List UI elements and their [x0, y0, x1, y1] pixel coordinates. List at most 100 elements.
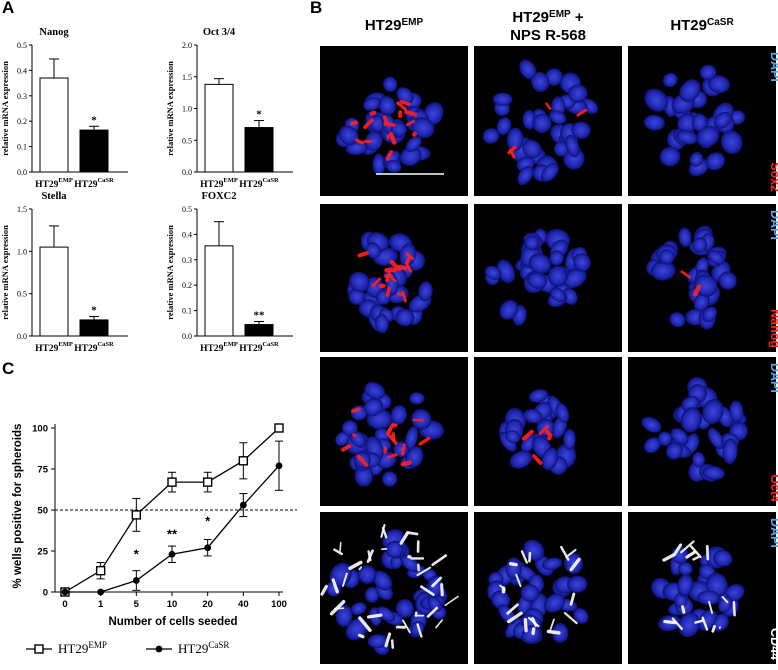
column-header-line2: NPS R-568	[510, 27, 586, 44]
nucleus	[693, 274, 718, 297]
nucleus	[378, 95, 397, 116]
nucleus	[395, 308, 415, 327]
nucleus	[713, 550, 733, 567]
nucleus	[409, 392, 425, 405]
y-axis-label: relative mRNA expression	[0, 225, 10, 320]
nucleus	[702, 306, 718, 323]
stain-signal	[354, 138, 364, 145]
micrograph-sox2-col3: DAPI Sox2	[628, 46, 778, 196]
nucleus	[573, 253, 591, 272]
category-label: HT29CaSR	[74, 177, 114, 190]
stain-signal	[671, 617, 683, 631]
chart-title: Oct 3/4	[203, 27, 236, 38]
dapi-label: DAPI	[768, 52, 778, 82]
stain-signal	[531, 454, 543, 465]
nucleus	[573, 607, 589, 624]
stain-signal	[340, 444, 352, 452]
nucleus	[713, 111, 732, 129]
nucleus	[335, 604, 353, 627]
stain-signal	[680, 270, 692, 279]
nucleus	[517, 165, 534, 186]
stain-signal	[440, 583, 444, 597]
y-tick-label: 0.0	[17, 168, 27, 177]
stain-signal	[357, 633, 365, 639]
bar-0	[204, 83, 234, 173]
y-tick-label: 75	[37, 465, 48, 476]
stain-signal	[520, 550, 529, 564]
stain-signal	[701, 616, 709, 631]
data-point	[132, 577, 140, 584]
stain-signal	[521, 429, 534, 441]
nucleus	[720, 130, 743, 155]
nucleus	[696, 125, 720, 148]
stain-signal	[426, 606, 439, 618]
data-point	[275, 462, 283, 470]
bar-chart-foxc2: 0.0 0.1 0.2 0.3 0.4 0.5 relative mRNA expressi…	[165, 191, 293, 354]
nucleus	[329, 562, 352, 588]
nucleus	[505, 430, 521, 444]
stain-signal	[363, 118, 374, 130]
nucleus	[722, 438, 738, 465]
significance-mark: **	[167, 527, 178, 542]
nucleus	[643, 114, 665, 131]
nucleus	[385, 160, 402, 173]
nucleus	[411, 117, 435, 139]
y-tick-label: 0.5	[182, 205, 192, 214]
nucleus	[363, 397, 384, 417]
nucleus	[679, 79, 701, 103]
nucleus	[404, 426, 419, 451]
stain-signal	[444, 595, 459, 607]
stain-signal	[416, 623, 423, 638]
nucleus	[677, 573, 694, 597]
stain-signal	[506, 603, 519, 615]
nucleus	[348, 288, 366, 305]
micrograph-oct4-col3: DAPI Oct4	[628, 357, 778, 506]
nucleus	[357, 565, 377, 584]
nucleus	[675, 130, 698, 145]
data-point	[95, 565, 106, 576]
nucleus	[553, 141, 570, 157]
nucleus	[509, 450, 533, 469]
micrograph-nanog-col1	[320, 204, 468, 352]
y-tick-label: 0.4	[182, 230, 192, 239]
stain-signal	[396, 101, 408, 111]
category-label: HT29EMP	[35, 341, 73, 354]
nucleus	[372, 570, 393, 591]
nucleus	[707, 75, 731, 94]
stain-signal	[348, 560, 363, 571]
micrograph-cd44-col1	[320, 512, 468, 664]
stain-signal	[371, 277, 382, 288]
stain-signal	[563, 611, 578, 625]
nucleus	[484, 265, 502, 280]
nucleus	[565, 134, 580, 158]
legend-label: HT29EMP	[58, 640, 107, 656]
nucleus	[692, 451, 706, 468]
stain-signal	[545, 102, 552, 110]
dapi-label: DAPI	[768, 518, 778, 548]
stain-signal	[569, 557, 581, 572]
stain-signal	[342, 572, 348, 587]
y-tick-label: 100	[32, 424, 48, 435]
nucleus	[659, 249, 675, 265]
nucleus	[695, 257, 709, 275]
stain-signal	[431, 576, 442, 588]
stain-signal	[672, 543, 683, 557]
stain-signal	[320, 584, 328, 596]
stain-signal	[507, 145, 517, 155]
stain-signal	[406, 120, 416, 127]
x-tick-label: 40	[238, 599, 249, 610]
bar-chart-nanog: 0.0 0.1 0.2 0.3 0.4 0.5 relative mRNA expressi…	[0, 27, 128, 190]
nucleus	[563, 148, 585, 170]
stain-signal	[329, 599, 346, 616]
nucleus	[400, 554, 421, 573]
y-tick-label: 0.0	[182, 332, 192, 341]
stain-signal	[385, 149, 393, 161]
stain-signal	[358, 616, 372, 632]
nucleus	[524, 235, 540, 251]
bar-0	[39, 77, 69, 173]
significance-mark: *	[256, 109, 262, 121]
stain-signal	[416, 566, 432, 577]
bar-0	[39, 246, 69, 337]
panel-label-b: B	[310, 0, 323, 17]
